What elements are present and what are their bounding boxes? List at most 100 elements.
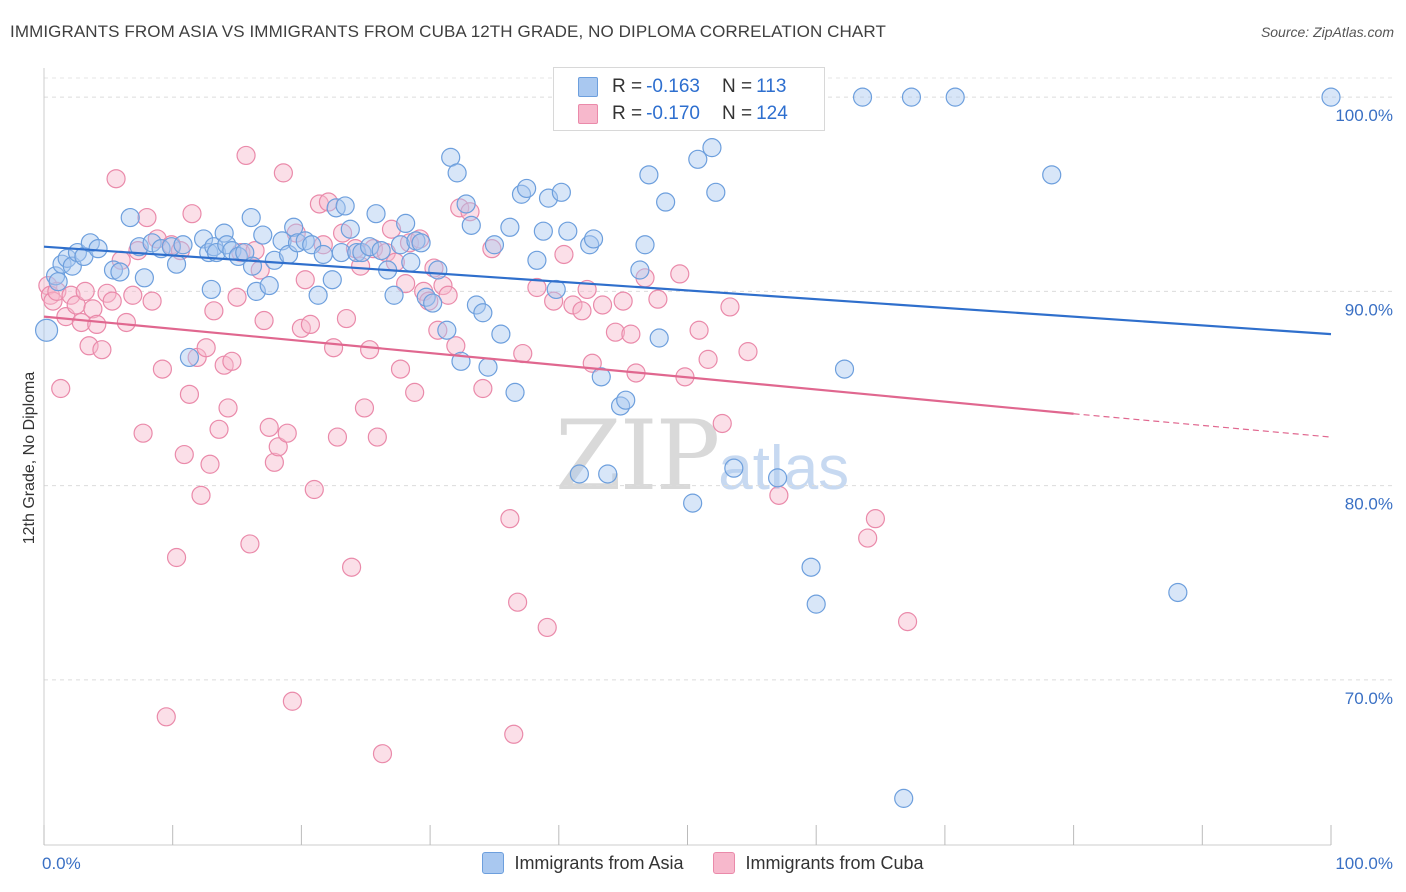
cuba-point [259,417,279,437]
cuba-point [174,444,194,465]
cuba-point [396,274,416,294]
asia-point [558,221,578,241]
cuba-point [720,297,740,317]
cuba-point [613,291,633,311]
asia-point [411,233,431,253]
asia-point [173,235,193,255]
legend-r-label-cuba: R = [612,103,643,124]
cuba-point [537,617,557,638]
cuba-point [381,219,402,239]
cuba-point [236,145,256,166]
cuba-point [738,342,758,362]
asia-point [1168,582,1188,603]
legend-n-label-cuba: N = [721,103,753,124]
cuba-point [92,340,112,360]
asia-point [253,225,273,245]
asia-point [34,318,59,342]
cuba-point [204,301,224,321]
bottom-legend-swatch-cuba [713,852,736,874]
asia-point [649,328,669,348]
cuba-point [670,264,690,284]
asia-point [80,233,100,253]
asia-point [360,237,380,257]
trend-line-cuba-extension [1073,413,1332,438]
legend-row-cuba: R = -0.170 N = 124 [578,102,792,126]
grid-lines [44,77,1393,681]
asia-point [447,163,467,183]
cuba-point [367,427,387,447]
cuba-point [336,308,357,329]
y-tick-label: 70.0% [1345,689,1393,708]
cuba-point [544,291,564,311]
asia-point [166,254,187,274]
legend-n-value-asia: 113 [756,76,787,97]
cuba-point [152,359,173,379]
y-tick-label: 90.0% [1345,300,1393,319]
bottom-legend: Immigrants from Asia Immigrants from Cub… [0,852,1406,874]
trend-line-cuba [43,315,1074,415]
x-ticks [43,825,1332,845]
asia-point [371,240,391,261]
asia-point [546,279,566,300]
cuba-point [327,427,348,447]
cuba-point [592,295,613,315]
watermark-atlas: atlas [718,434,850,503]
cuba-point [75,281,95,301]
cuba-point [769,485,789,505]
asia-point [500,217,520,237]
cuba-point [500,509,520,529]
cuba-point [508,592,528,612]
asia-point [366,204,386,224]
cuba-point [61,285,81,305]
watermark: ZIPatlas [555,400,849,512]
cuba-point [354,398,375,418]
asia-point [466,295,487,315]
asia-point [478,357,498,377]
asia-point [340,219,360,239]
legend-swatch-asia [578,77,598,97]
cuba-point [313,235,333,255]
asia-point [683,493,703,513]
cuba-point [648,289,668,309]
cuba-point [527,277,547,298]
asia-point [110,262,130,282]
cuba-point [156,707,176,727]
asia-point [806,594,826,614]
cuba-point [51,378,71,399]
trend-line-asia [43,245,1332,336]
asia-point [390,235,411,255]
cuba-point [123,285,143,305]
cuba-point [605,322,626,342]
legend-n-label-asia: N = [721,76,753,97]
asia-point [639,165,659,185]
cuba-point [273,163,293,183]
asia-point [335,196,355,216]
asia-point [569,464,589,484]
asia-point [88,239,108,259]
cuba-point [264,452,284,472]
asia-point [635,235,655,255]
asia-point [767,468,788,488]
source-label: Source: ZipAtlas.com [1260,24,1394,40]
asia-point [313,244,333,265]
asia-point [505,382,525,402]
asia-point [134,268,154,288]
cuba-point [87,314,107,335]
asia-point [401,252,421,272]
cuba-point [196,338,216,358]
asia-point [533,221,553,241]
cuba-point [166,547,187,568]
asia-point [259,275,279,296]
bottom-legend-asia: Immigrants from Asia [482,852,683,874]
asia-point [241,207,261,228]
asia-point [217,235,237,255]
cuba-point [102,291,122,311]
cuba-point [390,359,411,379]
asia-point [724,458,744,478]
asia-point [322,270,342,290]
asia-point [491,324,511,344]
cuba-point [106,169,126,189]
legend-box: R = -0.163 N = 113 R = -0.170 N = 124 [553,67,825,131]
legend-n-value-cuba: 124 [756,103,788,124]
